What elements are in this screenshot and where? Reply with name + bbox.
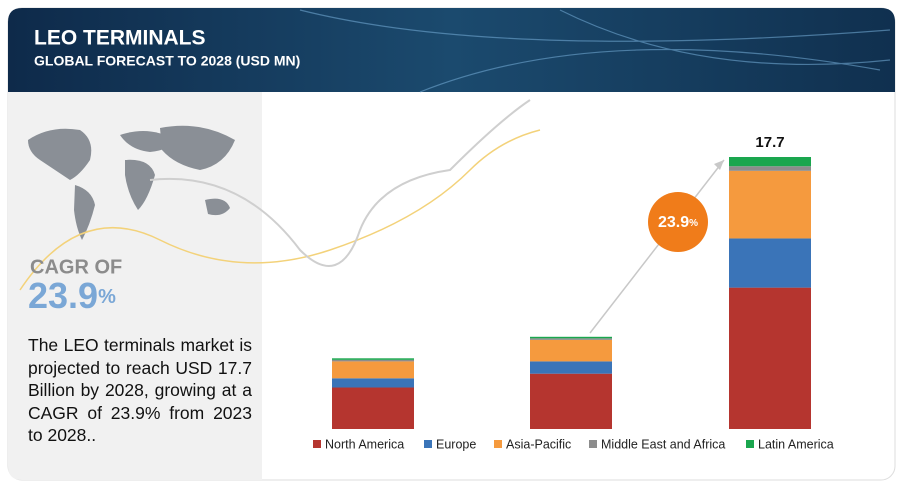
legend-label: Asia-Pacific — [506, 437, 571, 451]
bar-segment — [729, 238, 811, 288]
legend-swatch — [313, 440, 321, 448]
badge-unit: % — [689, 218, 698, 229]
growth-arrow — [589, 159, 725, 334]
legend-label: Europe — [436, 437, 476, 451]
bar-segment — [332, 358, 414, 360]
cagr-label: CAGR OF — [30, 256, 122, 278]
decorative-curve — [19, 129, 541, 291]
bar-segment — [530, 361, 612, 374]
cagr-badge-label: 23.9% — [658, 214, 698, 231]
summary-text: The LEO terminals market is projected to… — [28, 335, 252, 445]
legend-swatch — [746, 440, 754, 448]
header-decoration — [299, 9, 891, 93]
bar-segment — [332, 387, 414, 429]
title: LEO TERMINALS — [34, 27, 206, 50]
world-map — [28, 125, 235, 240]
side-panel — [8, 92, 262, 480]
cagr-badge — [648, 192, 708, 252]
header-band — [8, 8, 895, 92]
bar-segment — [729, 166, 811, 171]
bar-segment — [530, 338, 612, 340]
subtitle: GLOBAL FORECAST TO 2028 (USD MN) — [34, 53, 300, 69]
bar-segment — [332, 361, 414, 379]
bar-segment — [332, 359, 414, 362]
legend-label: Latin America — [758, 437, 834, 451]
legend-label: Middle East and Africa — [601, 437, 725, 451]
cagr-number: 23.9 — [28, 275, 98, 316]
cagr-unit: % — [98, 286, 116, 308]
badge-number: 23.9 — [658, 214, 689, 231]
bar-segment — [729, 170, 811, 239]
arrow-head — [714, 160, 724, 170]
decorative-curve — [149, 99, 531, 267]
bar-segment — [530, 373, 612, 429]
legend-swatch — [589, 440, 597, 448]
bar-segment — [332, 378, 414, 388]
legend-label: North America — [325, 437, 404, 451]
bar-segment — [530, 336, 612, 339]
bar-segment — [729, 157, 811, 167]
legend-swatch — [494, 440, 502, 448]
legend-swatch — [424, 440, 432, 448]
total-label: 17.7 — [755, 134, 784, 151]
bar-segment — [729, 287, 811, 429]
cagr-value: 23.9% — [28, 275, 116, 316]
bar-segment — [530, 339, 612, 362]
